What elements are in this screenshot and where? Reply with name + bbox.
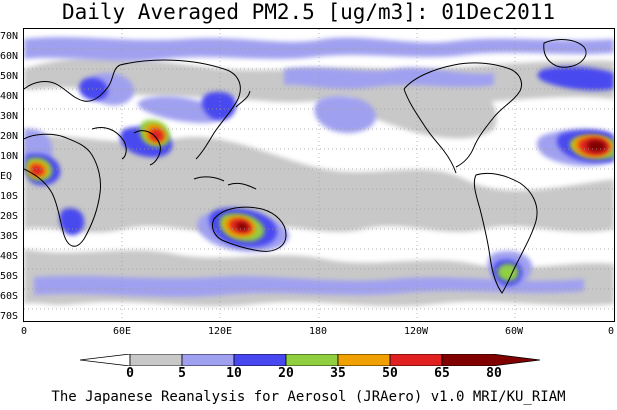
colorbar bbox=[80, 354, 541, 366]
lat-label: 60S bbox=[0, 291, 19, 302]
colorbar-segment bbox=[129, 354, 183, 366]
colorbar-label: 65 bbox=[434, 366, 450, 381]
lat-label: 30S bbox=[0, 231, 19, 242]
lon-label: 0 bbox=[607, 326, 615, 337]
pm25-band-10-20 bbox=[24, 37, 614, 297]
colorbar-label: 35 bbox=[330, 366, 346, 381]
lon-label: 120E bbox=[207, 326, 233, 337]
pm25-band-80-plus bbox=[236, 140, 606, 231]
lon-label: 60E bbox=[112, 326, 132, 337]
colorbar-segment-under bbox=[80, 354, 131, 366]
colorbar-label: 10 bbox=[226, 366, 242, 381]
lat-label: 40N bbox=[0, 91, 19, 102]
colorbar-label: 0 bbox=[126, 366, 134, 381]
lat-label: 60N bbox=[0, 51, 19, 62]
colorbar-segment bbox=[181, 354, 235, 366]
lat-label: 30N bbox=[0, 111, 19, 122]
lat-label: 10S bbox=[0, 191, 19, 202]
lat-label: 40S bbox=[0, 251, 19, 262]
colorbar-segment bbox=[337, 354, 391, 366]
map-title: Daily Averaged PM2.5 [ug/m3]: 01Dec2011 bbox=[61, 0, 556, 24]
lon-label: 180 bbox=[308, 326, 328, 337]
coastlines bbox=[24, 39, 587, 294]
colorbar-segment-over bbox=[441, 354, 541, 366]
lat-label: 20S bbox=[0, 211, 19, 222]
lat-label: 70S bbox=[0, 311, 19, 322]
footer-credit: The Japanese Reanalysis for Aerosol (JRA… bbox=[51, 389, 566, 405]
pm25-map bbox=[23, 28, 615, 322]
colorbar-segment bbox=[233, 354, 287, 366]
colorbar-segment bbox=[285, 354, 339, 366]
lat-label: 50S bbox=[0, 271, 19, 282]
lat-label: 70N bbox=[0, 31, 19, 42]
colorbar-label: 50 bbox=[382, 366, 398, 381]
lat-label: 50N bbox=[0, 71, 19, 82]
colorbar-segment bbox=[389, 354, 443, 366]
colorbar-label: 80 bbox=[486, 366, 502, 381]
lon-label: 0 bbox=[20, 326, 28, 337]
colorbar-label: 5 bbox=[178, 366, 186, 381]
map-canvas bbox=[24, 29, 614, 321]
lat-label: EQ bbox=[0, 171, 13, 182]
lat-label: 20N bbox=[0, 131, 19, 142]
colorbar-label: 20 bbox=[278, 366, 294, 381]
lon-label: 120W bbox=[403, 326, 429, 337]
lat-label: 10N bbox=[0, 151, 19, 162]
lon-label: 60W bbox=[504, 326, 524, 337]
